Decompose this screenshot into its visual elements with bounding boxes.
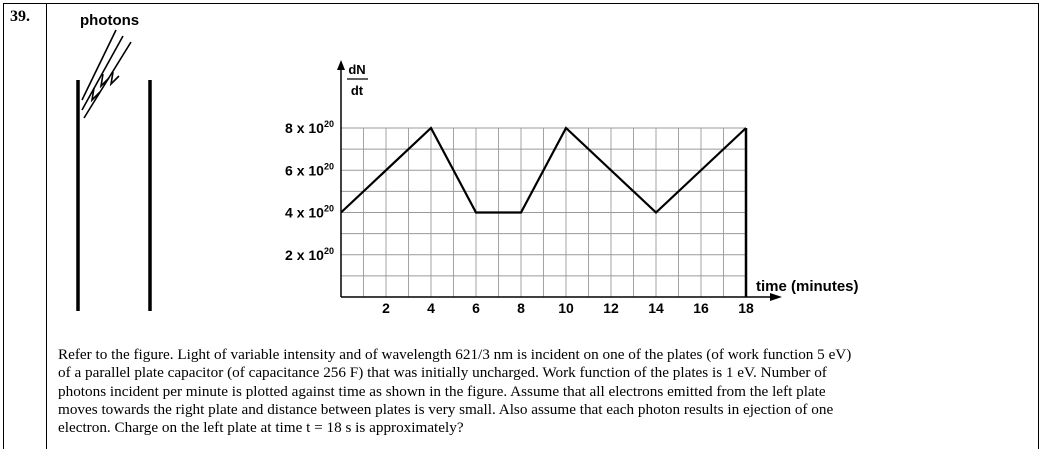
x-axis-arrowhead <box>770 293 782 301</box>
y-tick-label: 2 x 1020 <box>285 246 334 263</box>
photon-rays <box>81 29 132 119</box>
question-number: 39. <box>10 8 30 25</box>
photons-label: photons <box>80 12 139 29</box>
y-tick-label: 6 x 1020 <box>285 161 334 178</box>
question-line: Refer to the figure. Light of variable i… <box>58 346 852 363</box>
chart-grid <box>341 127 747 297</box>
chart-axes <box>337 60 782 301</box>
number-column-divider <box>46 3 47 449</box>
x-tick-label: 8 <box>517 300 525 316</box>
y-tick-label: 4 x 1020 <box>285 204 334 221</box>
y-tick-labels: 2 x 1020 4 x 1020 6 x 1020 8 x 1020 <box>285 119 334 263</box>
x-tick-label: 2 <box>382 300 390 316</box>
x-tick-label: 4 <box>427 300 435 316</box>
x-tick-label: 12 <box>603 300 619 316</box>
x-tick-label: 10 <box>558 300 574 316</box>
question-line: moves towards the right plate and distan… <box>58 400 834 418</box>
x-tick-label: 16 <box>693 300 709 316</box>
question-text: Refer to the figure. Light of variable i… <box>58 346 1038 437</box>
x-tick-labels: 2 4 6 8 10 12 14 16 18 <box>382 300 754 316</box>
y-axis-arrowhead <box>337 60 345 70</box>
question-line: of a parallel plate capacitor (of capaci… <box>58 364 827 382</box>
series-line <box>340 126 747 215</box>
x-axis-label: time (minutes) <box>756 278 859 295</box>
y-tick-label: 8 x 1020 <box>285 119 334 136</box>
question-line: electron. Charge on the left plate at ti… <box>58 419 464 437</box>
y-label-numerator: dN <box>348 62 365 77</box>
y-label-denominator: dt <box>351 83 364 98</box>
x-tick-label: 18 <box>738 300 754 316</box>
question-frame <box>3 3 1039 449</box>
x-tick-label: 14 <box>648 300 664 316</box>
x-tick-label: 6 <box>472 300 480 316</box>
question-line: photons incident per minute is plotted a… <box>58 382 826 400</box>
